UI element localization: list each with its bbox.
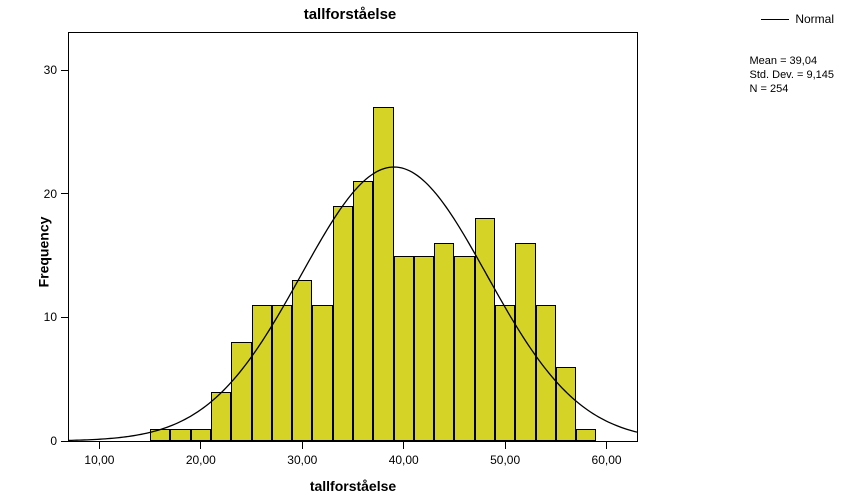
- x-tick-label: 40,00: [389, 453, 419, 467]
- x-tick-label: 60,00: [592, 453, 622, 467]
- x-tick-label: 50,00: [490, 453, 520, 467]
- y-tick-label: 10: [44, 310, 57, 324]
- y-tick: [61, 317, 68, 318]
- y-tick-label: 20: [44, 187, 57, 201]
- y-axis-label: Frequency: [35, 217, 51, 288]
- x-tick: [403, 442, 404, 449]
- y-tick-label: 30: [44, 63, 57, 77]
- x-tick: [606, 442, 607, 449]
- chart-title: tallforståelse: [0, 6, 700, 23]
- x-tick: [99, 442, 100, 449]
- legend-line-icon: [761, 19, 789, 20]
- normal-curve: [69, 33, 637, 441]
- y-tick: [61, 193, 68, 194]
- x-axis-label: tallforståelse: [68, 478, 638, 494]
- y-tick-label: 0: [50, 434, 57, 448]
- x-tick-label: 20,00: [186, 453, 216, 467]
- plot-area: 010203010,0020,0030,0040,0050,0060,00: [68, 32, 638, 442]
- x-tick-label: 30,00: [287, 453, 317, 467]
- y-tick: [61, 70, 68, 71]
- x-tick: [302, 442, 303, 449]
- stats-block: Mean = 39,04 Std. Dev. = 9,145 N = 254: [750, 55, 835, 96]
- x-tick-label: 10,00: [84, 453, 114, 467]
- stat-std: Std. Dev. = 9,145: [750, 69, 835, 83]
- legend-label: Normal: [795, 12, 834, 26]
- legend: Normal: [761, 12, 834, 26]
- x-tick: [200, 442, 201, 449]
- y-tick: [61, 441, 68, 442]
- stat-n: N = 254: [750, 83, 835, 97]
- x-tick: [505, 442, 506, 449]
- stat-mean: Mean = 39,04: [750, 55, 835, 69]
